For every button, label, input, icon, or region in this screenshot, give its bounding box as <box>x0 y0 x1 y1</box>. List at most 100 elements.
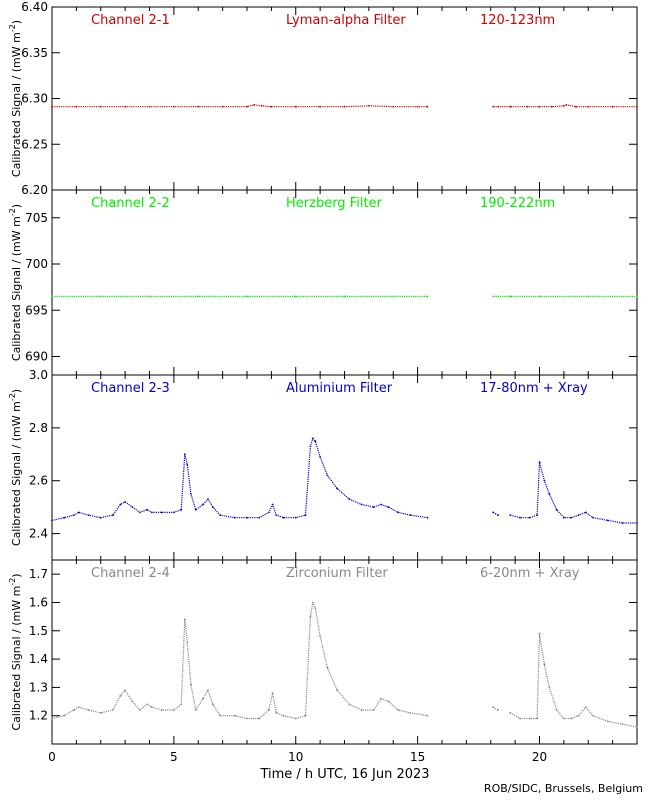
data-point <box>380 697 382 700</box>
data-point <box>51 717 53 720</box>
data-point <box>519 516 521 519</box>
data-point <box>538 632 541 635</box>
data-point <box>509 295 512 298</box>
data-point <box>409 514 412 516</box>
y-axis-label: Calibrated Signal / (mW m-2) <box>8 389 23 546</box>
data-point <box>221 105 224 108</box>
y-tick-label: 1.5 <box>29 624 48 638</box>
y-axis-label-text: Calibrated Signal / (mW m <box>10 216 23 361</box>
series-line <box>492 706 499 711</box>
data-point <box>319 456 321 458</box>
y-tick-label: 1.3 <box>29 680 48 694</box>
data-point <box>380 503 382 506</box>
data-point <box>548 686 551 689</box>
data-point <box>372 709 375 711</box>
data-point <box>190 683 192 686</box>
y-tick-label: 695 <box>25 303 48 317</box>
data-point <box>621 723 624 726</box>
x-tick-label: 5 <box>170 750 178 764</box>
data-point <box>63 516 66 519</box>
data-point <box>270 105 273 108</box>
data-point <box>190 493 192 495</box>
data-point <box>319 105 321 108</box>
y-tick-label: 700 <box>25 257 48 271</box>
data-point <box>587 105 590 108</box>
data-point <box>151 706 153 709</box>
data-point <box>621 522 624 524</box>
data-point <box>387 506 390 508</box>
data-point <box>219 514 222 516</box>
data-point <box>343 295 346 298</box>
data-point <box>119 695 122 697</box>
data-point <box>146 703 149 706</box>
y-axis-label-exponent: -2 <box>8 578 17 586</box>
data-point <box>124 501 126 503</box>
data-point <box>497 709 499 711</box>
data-point <box>555 709 558 711</box>
y-tick-label: 6.40 <box>21 0 48 14</box>
panel-filter: Lyman-alpha Filter <box>286 13 406 28</box>
data-point <box>509 105 512 108</box>
data-point <box>538 105 541 108</box>
data-point <box>492 105 495 108</box>
y-tick-label: 3.0 <box>29 368 48 382</box>
series-line <box>492 511 499 516</box>
data-point <box>51 519 53 522</box>
data-point <box>275 514 278 516</box>
data-point <box>294 105 297 108</box>
data-point <box>173 105 175 108</box>
y-axis-label-text: Calibrated Signal / (mW m <box>10 32 23 177</box>
panel-band: 190-222nm <box>480 196 555 211</box>
data-point <box>180 508 183 511</box>
data-point <box>497 295 499 298</box>
data-point <box>592 714 594 717</box>
y-axis-label: Calibrated Signal / (mW m-2) <box>8 20 23 177</box>
data-point <box>275 712 278 714</box>
panel-filter: Aluminium Filter <box>286 381 393 396</box>
data-point <box>538 295 541 298</box>
data-point <box>348 498 351 501</box>
y-axis-label-close: ) <box>10 573 23 577</box>
y-tick-label: 1.4 <box>29 652 48 666</box>
data-point <box>636 522 638 524</box>
data-point <box>426 295 429 298</box>
y-axis-label-exponent: -2 <box>8 208 17 216</box>
data-point <box>587 295 590 298</box>
data-point <box>570 717 573 720</box>
data-point <box>492 706 495 709</box>
data-point <box>173 511 175 514</box>
data-point <box>183 618 186 621</box>
data-point <box>160 511 163 514</box>
data-point <box>497 514 499 516</box>
data-point <box>294 516 297 519</box>
y-tick-label: 705 <box>25 211 48 225</box>
x-tick-label: 10 <box>288 750 303 764</box>
data-point <box>606 519 609 522</box>
x-tick-label: 20 <box>532 750 547 764</box>
data-point <box>186 464 189 466</box>
data-point <box>548 493 551 495</box>
y-tick-label: 2.4 <box>29 527 48 541</box>
data-point <box>577 514 580 516</box>
panel-filter: Zirconium Filter <box>286 566 388 581</box>
y-tick-label: 1.7 <box>29 567 48 581</box>
data-point <box>519 717 521 720</box>
x-axis-label: Time / h UTC, 16 Jun 2023 <box>259 767 429 782</box>
data-point <box>636 105 638 108</box>
data-point <box>426 516 429 519</box>
data-point <box>314 440 317 442</box>
data-point <box>246 516 248 519</box>
data-point <box>570 516 573 519</box>
data-point <box>528 516 531 519</box>
data-point <box>294 717 297 720</box>
data-point <box>99 712 102 714</box>
data-point <box>360 503 363 506</box>
data-point <box>426 105 429 108</box>
data-point <box>309 445 312 448</box>
data-point <box>258 717 261 720</box>
data-point <box>87 709 90 711</box>
data-point <box>584 706 587 709</box>
panel-3: 2.4 2.6 2.8 3.0 Calibrated Signal / (mW m-2)… <box>8 368 638 561</box>
data-point <box>119 503 122 506</box>
